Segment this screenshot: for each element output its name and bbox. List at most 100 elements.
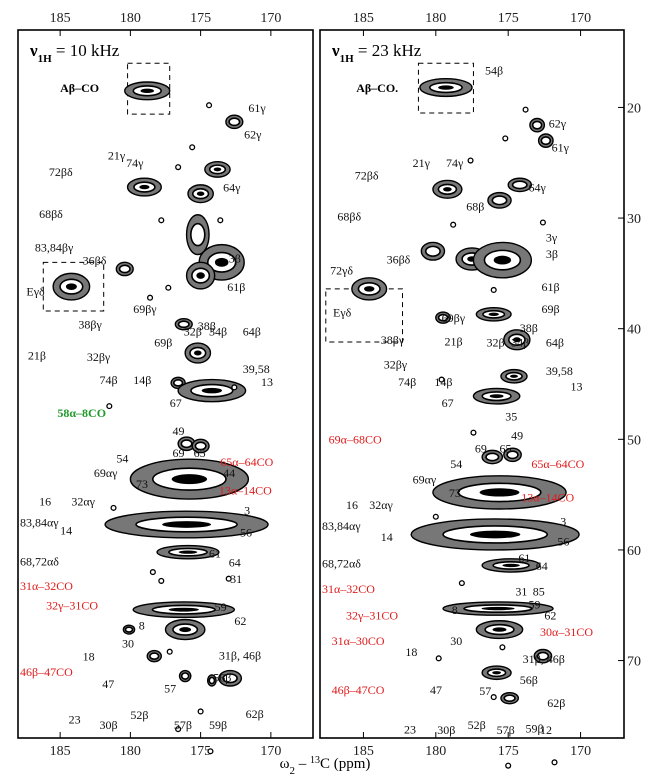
contour-peak-core — [488, 312, 499, 316]
peak-label: 69α–68CO — [329, 433, 382, 447]
contour-peak-inner — [124, 626, 134, 633]
peak-label: 62 — [234, 614, 246, 628]
peak-label: 64γ — [223, 181, 241, 195]
peak-label: 23 — [404, 723, 416, 737]
contour-peak-core — [502, 563, 520, 568]
peak-label: 47 — [102, 677, 114, 691]
peak-label: 64γ — [528, 181, 546, 195]
panel-right-23khz: 185 185 180 180 175 175 170 170 ν1H = 23 kHz Aβ–C… — [319, 11, 625, 769]
x-tick-label-top: 180 — [425, 11, 446, 26]
contour-peak-inner — [194, 441, 207, 451]
y-tick-label: 20 — [627, 101, 641, 116]
peak-label: 61β — [541, 280, 559, 294]
peak-label: 46β–47CO — [332, 683, 385, 697]
peak-label: 62 — [544, 609, 556, 623]
peak-label: Aβ–CO. — [356, 81, 398, 95]
contour-peak-inner — [228, 117, 241, 127]
peak-label: 57 — [479, 684, 491, 698]
minor-peak — [438, 376, 445, 383]
peak-label: 13α–14CO — [219, 484, 272, 498]
contour-peak-core — [479, 488, 520, 497]
x-tick-label-bottom: 180 — [120, 744, 141, 759]
peak-label: 14β — [133, 373, 151, 387]
peak-label: 14 — [60, 523, 72, 537]
contour-peak-core — [510, 374, 518, 378]
minor-peak — [505, 762, 512, 769]
contour-peak-inner — [208, 676, 216, 685]
highlight-box — [42, 261, 105, 312]
contour-peak-core — [140, 88, 154, 94]
minor-peak — [158, 577, 165, 584]
peak-label: 12 — [540, 723, 552, 737]
peak-label: 31α–30CO — [332, 634, 385, 648]
contour-peak-inner — [491, 195, 508, 206]
contour-peak-core — [493, 255, 512, 265]
peak-label: Aβ–CO — [60, 81, 99, 95]
peak-label: 62γ — [244, 127, 262, 141]
peak-label: 72γδ — [330, 263, 353, 277]
minor-peak — [197, 708, 204, 715]
peak-label: 57β — [497, 723, 515, 737]
peak-label: 38β — [520, 321, 538, 335]
contour-peak-core — [481, 606, 515, 611]
y-axis-ticks: 20 30 40 50 60 70 — [618, 101, 641, 670]
peak-label: 74β — [398, 375, 416, 389]
contour-peak-core — [512, 337, 521, 343]
peak-label: 32γ–31CO — [46, 599, 98, 613]
peak-label: 69αγ — [94, 466, 118, 480]
contour-peak-core — [489, 394, 504, 399]
minor-peak — [146, 294, 154, 301]
peak-label: 69βγ — [133, 302, 157, 316]
peak-label: 74β — [99, 373, 117, 387]
peak-label: 49 — [173, 424, 185, 438]
y-tick-label: 50 — [627, 433, 641, 448]
minor-peak — [490, 694, 497, 701]
highlight-box — [417, 62, 474, 114]
peak-label: 31β, 46β — [219, 648, 261, 662]
peak-label: 54β — [485, 63, 503, 77]
contour-peak-inner — [531, 120, 543, 130]
peak-label: 35 — [505, 410, 517, 424]
peak-label: 83,84βγ — [35, 240, 74, 254]
peak-label: 32γ–31CO — [346, 609, 398, 623]
peak-label: 61γ — [552, 141, 570, 155]
peak-label: 21β — [444, 334, 462, 348]
contour-peak-core — [162, 521, 212, 528]
peak-label: 69 — [475, 442, 487, 456]
x-tick-label-bottom: 185 — [353, 744, 374, 759]
x-tick-label-top: 175 — [498, 11, 519, 26]
x-tick-label-top: 175 — [190, 11, 211, 26]
peak-label: 67 — [170, 396, 182, 410]
peak-label: 21γ — [108, 148, 126, 162]
peak-label: 65α–64CO — [531, 457, 584, 471]
peak-label: 23 — [69, 713, 81, 727]
peak-label: 8 — [452, 603, 458, 617]
peak-label: 36βδ — [83, 254, 107, 268]
contour-peak-inner — [536, 651, 550, 661]
panel-title: ν1H = 10 kHz — [29, 41, 120, 65]
y-tick-label: 60 — [627, 544, 641, 559]
peak-label: Eγδ — [26, 285, 45, 299]
x-axis-title: ω2 – 13C (ppm) — [280, 755, 371, 778]
peak-label: 32αγ — [71, 495, 95, 509]
minor-peak — [158, 217, 165, 224]
contour-peak-inner — [511, 180, 528, 190]
peak-label: 31α–32CO — [322, 582, 375, 596]
y-tick-label: 30 — [627, 212, 641, 227]
peak-label: 62γ — [549, 116, 567, 130]
x-tick-label-bottom: 185 — [50, 744, 71, 759]
peak-label: 65 — [194, 446, 206, 460]
peak-label: 30α–31CO — [540, 625, 593, 639]
peak-label: 68,72αδ — [322, 557, 361, 571]
peak-label: 69 — [173, 446, 185, 460]
contour-peak-core — [194, 350, 202, 356]
peak-label: 18 — [405, 645, 417, 659]
peak-label: 30β — [99, 718, 117, 732]
peak-label: 59 — [528, 598, 540, 612]
panel-left-10khz: 185 185 180 180 175 175 170 170 ν1H = 10 kHz Aβ–C… — [17, 11, 314, 759]
peak-label: 85 — [533, 584, 545, 598]
peak-label: 64 — [536, 559, 548, 573]
x-tick-label-bottom: 170 — [260, 744, 281, 759]
peak-label: 56 — [240, 526, 252, 540]
